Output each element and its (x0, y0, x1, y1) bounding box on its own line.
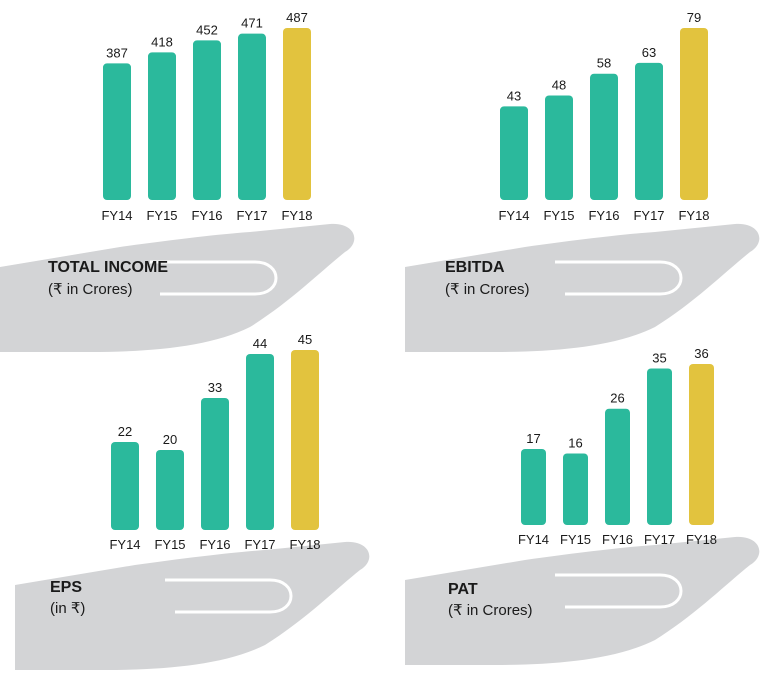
category-label: FY17 (633, 208, 664, 223)
value-label: 418 (151, 34, 173, 49)
category-label: FY18 (289, 537, 320, 552)
bar (521, 448, 546, 525)
value-label: 48 (552, 77, 566, 92)
chart-subtitle: (in ₹) (50, 600, 85, 617)
value-label: 26 (610, 391, 624, 406)
value-label: 33 (208, 380, 222, 395)
category-label: FY17 (244, 537, 275, 552)
category-label: FY18 (686, 532, 717, 547)
value-label: 58 (597, 56, 611, 71)
value-label: 17 (526, 431, 540, 446)
chart-title: PAT (448, 581, 478, 598)
category-label: FY14 (518, 532, 549, 547)
category-label: FY15 (543, 208, 574, 223)
category-label: FY15 (154, 537, 185, 552)
bar (111, 442, 139, 530)
category-label: FY14 (109, 537, 140, 552)
category-label: FY14 (101, 208, 132, 223)
value-label: 35 (652, 350, 666, 365)
bar (500, 106, 528, 200)
bar (156, 450, 184, 530)
category-label: FY15 (560, 532, 591, 547)
value-label: 452 (196, 22, 218, 37)
bar (148, 52, 176, 200)
value-label: 79 (687, 10, 701, 25)
bar (283, 28, 311, 200)
category-label: FY17 (236, 208, 267, 223)
category-label: FY16 (602, 532, 633, 547)
category-label: FY18 (678, 208, 709, 223)
bar (605, 408, 630, 525)
chart-title: EPS (50, 579, 82, 596)
chart-title: TOTAL INCOME (48, 259, 168, 276)
bar (291, 350, 319, 530)
bar (246, 354, 274, 530)
category-label: FY18 (281, 208, 312, 223)
category-label: FY16 (199, 537, 230, 552)
value-label: 45 (298, 332, 312, 347)
bar (563, 453, 588, 525)
chart-title: EBITDA (445, 259, 505, 276)
value-label: 487 (286, 10, 308, 25)
bar (689, 364, 714, 525)
value-label: 16 (568, 435, 582, 450)
value-label: 22 (118, 424, 132, 439)
chart-subtitle: (₹ in Crores) (445, 281, 530, 298)
category-label: FY14 (498, 208, 529, 223)
value-label: 387 (106, 45, 128, 60)
value-label: 471 (241, 16, 263, 31)
bar (238, 33, 266, 200)
bar (103, 63, 131, 201)
category-label: FY17 (644, 532, 675, 547)
hand (403, 535, 761, 667)
value-label: 20 (163, 432, 177, 447)
bar (647, 368, 672, 525)
bar (590, 73, 618, 200)
bar (193, 40, 221, 201)
value-label: 43 (507, 88, 521, 103)
bar (680, 28, 708, 200)
category-label: FY15 (146, 208, 177, 223)
bar (545, 95, 573, 200)
value-label: 44 (253, 336, 267, 351)
chart-subtitle: (₹ in Crores) (448, 602, 533, 619)
bar (635, 62, 663, 200)
chart-subtitle: (₹ in Crores) (48, 281, 133, 298)
value-label: 63 (642, 45, 656, 60)
value-label: 36 (694, 346, 708, 361)
category-label: FY16 (588, 208, 619, 223)
bar (201, 398, 229, 530)
category-label: FY16 (191, 208, 222, 223)
